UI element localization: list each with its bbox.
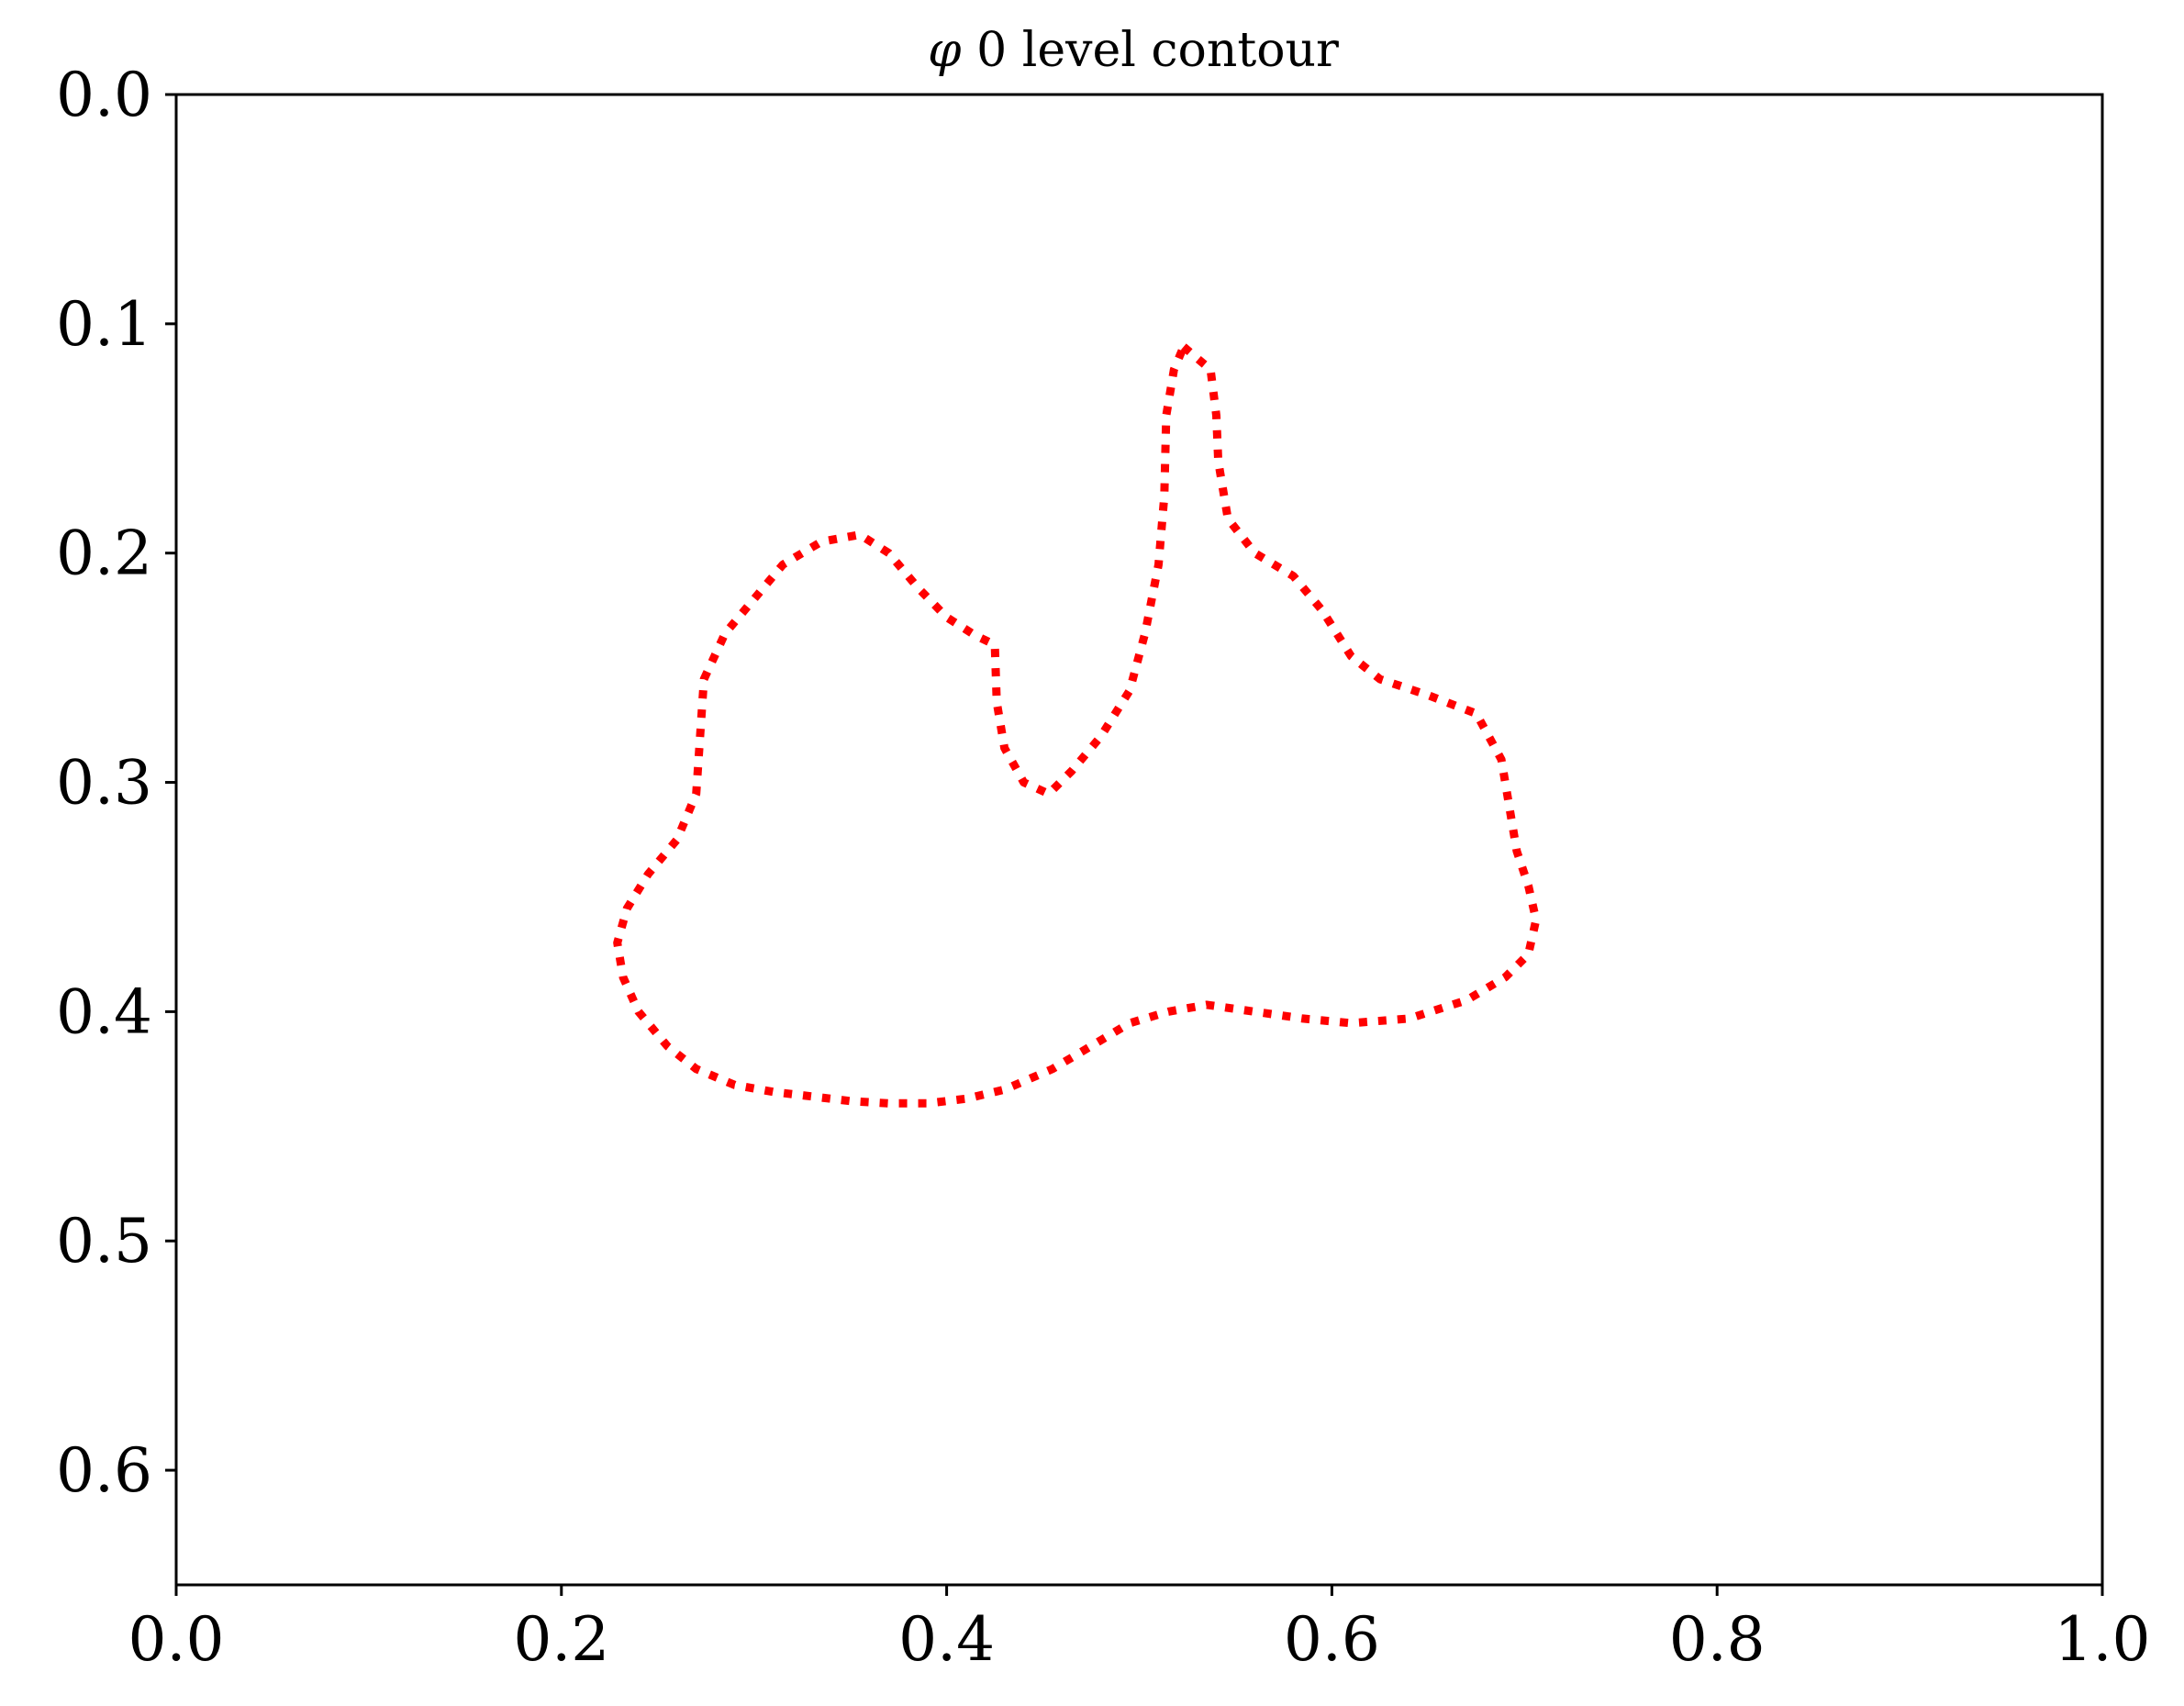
y-tick-label: 0.5: [56, 1206, 152, 1277]
y-tick-label: 0.4: [56, 976, 152, 1047]
x-tick-label: 0.0: [128, 1604, 225, 1675]
y-tick-label: 0.0: [56, 60, 152, 130]
x-tick-label: 0.4: [898, 1604, 995, 1675]
plot-frame: [174, 93, 2104, 1587]
title-symbol: φ: [928, 23, 962, 78]
chart-title: φ 0 level contour: [928, 23, 1339, 78]
y-tick-label: 0.2: [56, 518, 152, 589]
x-tick-label: 1.0: [2055, 1604, 2151, 1675]
x-tick-label: 0.2: [513, 1604, 609, 1675]
y-tick-label: 0.1: [56, 289, 152, 360]
title-rest: 0 level contour: [962, 23, 1339, 78]
contour-line: [613, 343, 1541, 1108]
axes-layer: 0.0 0.2 0.4 0.6 0.8 1.0 0.0 0.1 0.2 0.3 0.4 0.5 0.6: [56, 60, 2150, 1675]
plot-layer: [613, 343, 1541, 1108]
y-tick-label: 0.6: [56, 1435, 152, 1506]
x-tick-label: 0.6: [1284, 1604, 1380, 1675]
x-tick-label: 0.8: [1669, 1604, 1766, 1675]
y-tick-label: 0.3: [56, 748, 152, 819]
